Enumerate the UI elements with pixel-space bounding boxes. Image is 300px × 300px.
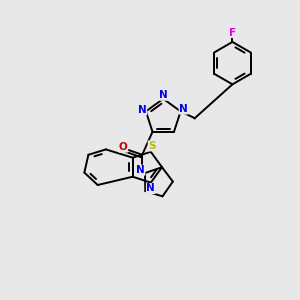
Text: S: S [148,141,156,151]
Text: O: O [119,142,128,152]
Text: N: N [138,105,147,115]
Text: N: N [136,165,145,175]
Text: N: N [179,104,188,114]
Text: N: N [159,90,168,100]
Text: N: N [146,184,155,194]
Text: F: F [229,28,236,38]
